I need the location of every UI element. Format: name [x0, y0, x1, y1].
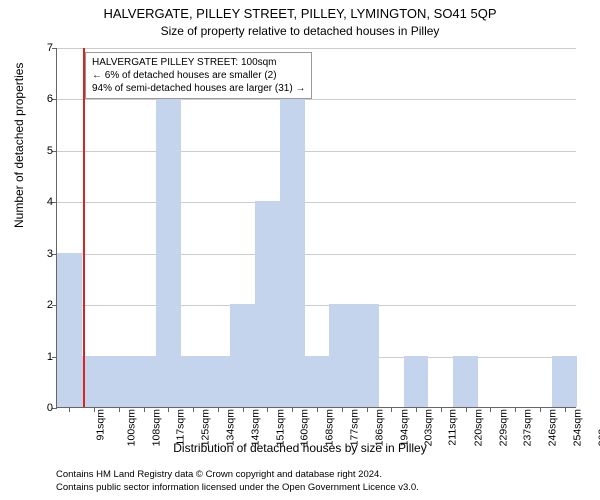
xtick-mark: [317, 407, 318, 412]
xtick-mark: [490, 407, 491, 412]
ytick-label: 2: [37, 299, 53, 311]
gridline: [57, 99, 576, 100]
ytick-label: 0: [37, 402, 53, 414]
plot-area: 0123456791sqm100sqm108sqm117sqm125sqm134…: [56, 48, 576, 408]
gridline: [57, 151, 576, 152]
xtick-mark: [267, 407, 268, 412]
xtick-mark: [515, 407, 516, 412]
attribution-line: Contains HM Land Registry data © Crown c…: [56, 469, 419, 481]
ytick-label: 1: [37, 351, 53, 363]
ytick-label: 5: [37, 145, 53, 157]
ytick-label: 4: [37, 196, 53, 208]
xtick-mark: [342, 407, 343, 412]
legend-line: HALVERGATE PILLEY STREET: 100sqm: [92, 56, 305, 69]
xtick-mark: [168, 407, 169, 412]
histogram-bar: [82, 356, 107, 407]
chart-title: HALVERGATE, PILLEY STREET, PILLEY, LYMIN…: [0, 6, 600, 21]
histogram-bar: [280, 98, 305, 407]
histogram-bar: [552, 356, 577, 407]
xtick-mark: [292, 407, 293, 412]
legend-box: HALVERGATE PILLEY STREET: 100sqm ← 6% of…: [85, 52, 312, 99]
histogram-bar: [305, 356, 330, 407]
reference-line: [83, 48, 85, 407]
histogram-bar: [206, 356, 231, 407]
ytick-label: 7: [37, 42, 53, 54]
xtick-mark: [391, 407, 392, 412]
xtick-mark: [565, 407, 566, 412]
xtick-mark: [243, 407, 244, 412]
histogram-bar: [131, 356, 156, 407]
chart-subtitle: Size of property relative to detached ho…: [0, 24, 600, 38]
attribution: Contains HM Land Registry data © Crown c…: [56, 469, 419, 494]
histogram-bar: [181, 356, 206, 407]
legend-line: 94% of semi-detached houses are larger (…: [92, 82, 305, 95]
histogram-bar: [255, 201, 280, 407]
xtick-mark: [540, 407, 541, 412]
xtick-mark: [193, 407, 194, 412]
x-axis-label: Distribution of detached houses by size …: [0, 441, 600, 455]
xtick-mark: [69, 407, 70, 412]
legend-line: ← 6% of detached houses are smaller (2): [92, 69, 305, 82]
histogram-bar: [404, 356, 429, 407]
xtick-label: 91sqm: [95, 409, 107, 441]
gridline: [57, 305, 576, 306]
chart-container: HALVERGATE, PILLEY STREET, PILLEY, LYMIN…: [0, 0, 600, 500]
gridline: [57, 48, 576, 49]
attribution-line: Contains public sector information licen…: [56, 482, 419, 494]
y-axis-label: Number of detached properties: [12, 63, 26, 228]
histogram-bar: [453, 356, 478, 407]
histogram-bar: [329, 304, 354, 407]
histogram-bar: [230, 304, 255, 407]
histogram-bar: [354, 304, 379, 407]
xtick-mark: [218, 407, 219, 412]
xtick-mark: [119, 407, 120, 412]
histogram-bar: [57, 253, 82, 407]
xtick-mark: [466, 407, 467, 412]
xtick-mark: [94, 407, 95, 412]
gridline: [57, 202, 576, 203]
xtick-mark: [441, 407, 442, 412]
ytick-label: 3: [37, 248, 53, 260]
xtick-mark: [416, 407, 417, 412]
ytick-label: 6: [37, 93, 53, 105]
xtick-mark: [144, 407, 145, 412]
histogram-bar: [107, 356, 132, 407]
histogram-bar: [156, 98, 181, 407]
gridline: [57, 254, 576, 255]
xtick-mark: [367, 407, 368, 412]
